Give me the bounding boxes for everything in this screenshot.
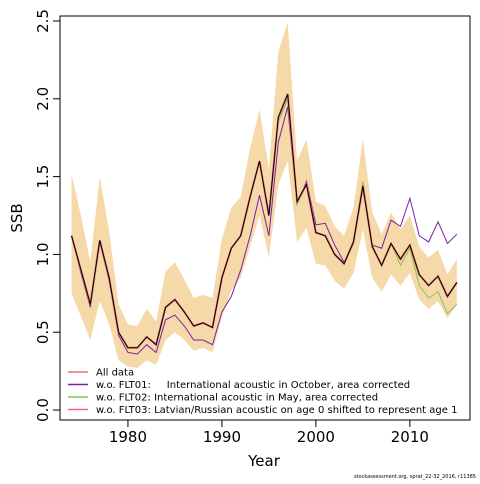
- x-tick-label: 1980: [109, 428, 147, 446]
- y-tick-label: 1.0: [34, 242, 52, 266]
- y-tick-label: 0.5: [34, 320, 52, 344]
- legend-label: w.o. FLT01: International acoustic in Oc…: [96, 380, 410, 391]
- legend-label: All data: [96, 368, 134, 379]
- y-tick-label: 0.0: [34, 398, 52, 422]
- y-tick-label: 2.5: [34, 9, 52, 33]
- y-axis-label: SSB: [8, 203, 26, 232]
- series-line-core: [71, 93, 458, 349]
- x-tick-label: 1990: [203, 428, 241, 446]
- x-tick-label: 2000: [297, 428, 335, 446]
- x-axis-label: Year: [247, 452, 281, 470]
- confidence-band: [71, 22, 457, 369]
- x-tick-label: 2010: [391, 428, 429, 446]
- y-tick-label: 2.0: [34, 87, 52, 111]
- series-line: [71, 106, 458, 355]
- legend-label: w.o. FLT03: Latvian/Russian acoustic on …: [96, 405, 457, 416]
- y-tick-label: 1.5: [34, 165, 52, 189]
- legend-label: w.o. FLT02: International acoustic in Ma…: [96, 393, 378, 404]
- footer: stockassessment.org, sprat_22-32_2016, r…: [354, 474, 476, 480]
